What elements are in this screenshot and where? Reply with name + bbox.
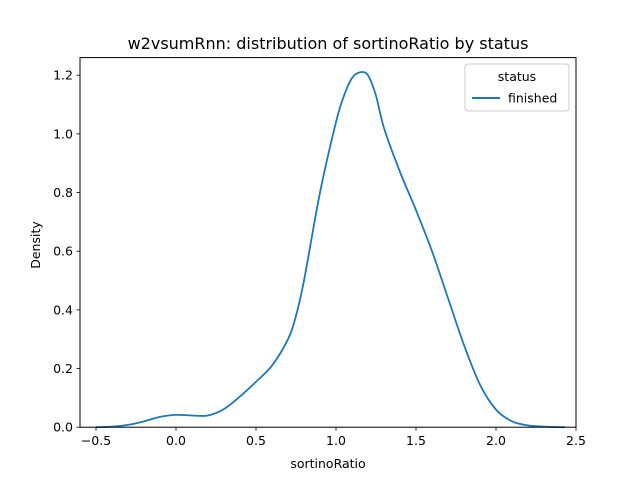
plot-frame xyxy=(79,57,577,428)
legend-box xyxy=(464,63,570,112)
y-tick-label: 1.2 xyxy=(53,68,73,83)
y-tick-label: 0.4 xyxy=(53,302,73,317)
x-tick-label: 0.5 xyxy=(246,433,266,448)
x-tick-label: −0.5 xyxy=(81,433,111,448)
y-tick-label: 0.0 xyxy=(53,420,73,435)
x-tick-label: 2.0 xyxy=(486,433,506,448)
legend-label-finished: finished xyxy=(508,91,557,106)
x-tick-label: 1.5 xyxy=(406,433,426,448)
y-tick-label: 0.2 xyxy=(53,361,73,376)
series-line-finished xyxy=(95,71,565,429)
y-tick-label: 0.6 xyxy=(53,244,73,259)
x-axis-label: sortinoRatio xyxy=(290,456,365,471)
y-axis-label: Density xyxy=(28,221,43,269)
x-axis: −0.5 0.0 0.5 1.0 1.5 2.0 2.5 xyxy=(81,427,586,448)
legend: status finished xyxy=(464,63,570,112)
y-axis: 0.0 0.2 0.4 0.6 0.8 1.0 1.2 xyxy=(53,68,80,435)
x-tick-label: 2.5 xyxy=(566,433,586,448)
x-tick-label: 1.0 xyxy=(326,433,346,448)
chart-title: w2vsumRnn: distribution of sortinoRatio … xyxy=(128,34,529,53)
y-tick-label: 0.8 xyxy=(53,185,73,200)
y-tick-label: 1.0 xyxy=(53,126,73,141)
legend-title: status xyxy=(498,69,536,84)
x-tick-label: 0.0 xyxy=(166,433,186,448)
plot-area xyxy=(95,71,565,429)
